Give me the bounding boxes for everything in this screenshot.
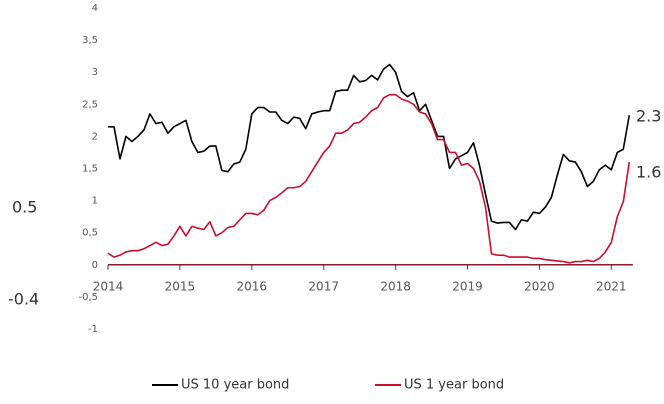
annotation: 2.3 <box>636 107 661 126</box>
line-series <box>107 93 631 264</box>
x-tick-label: 2020 <box>524 279 555 293</box>
x-tick-label: 2019 <box>452 279 483 293</box>
y-tick-label: -0,5 <box>78 292 98 303</box>
y-tick-label: 3,5 <box>82 35 98 46</box>
x-tick-label: 2015 <box>165 279 196 293</box>
x-tick-label: 2016 <box>237 279 268 293</box>
legend-label: US 1 year bond <box>404 378 504 393</box>
x-tick-label: 2018 <box>380 279 411 293</box>
y-tick-label: 1 <box>92 196 98 207</box>
legend-label: US 10 year bond <box>181 378 289 393</box>
y-tick-label: 2,5 <box>82 99 98 110</box>
line-series <box>108 63 631 231</box>
y-tick-label: 4 <box>92 3 98 14</box>
x-tick-label: 2017 <box>308 279 339 293</box>
y-tick-label: 0,5 <box>82 228 98 239</box>
y-tick-label: -1 <box>88 324 98 335</box>
y-tick-label: 2 <box>92 131 98 142</box>
annotation: 0.5 <box>12 198 37 217</box>
y-tick-label: 1,5 <box>82 164 98 175</box>
annotation: -0.4 <box>8 290 39 309</box>
x-tick-label: 2014 <box>93 279 124 293</box>
y-tick-label: 0 <box>92 260 98 271</box>
annotation: 1.6 <box>636 163 661 182</box>
y-tick-label: 3 <box>92 67 98 78</box>
x-tick-label: 2021 <box>596 279 627 293</box>
